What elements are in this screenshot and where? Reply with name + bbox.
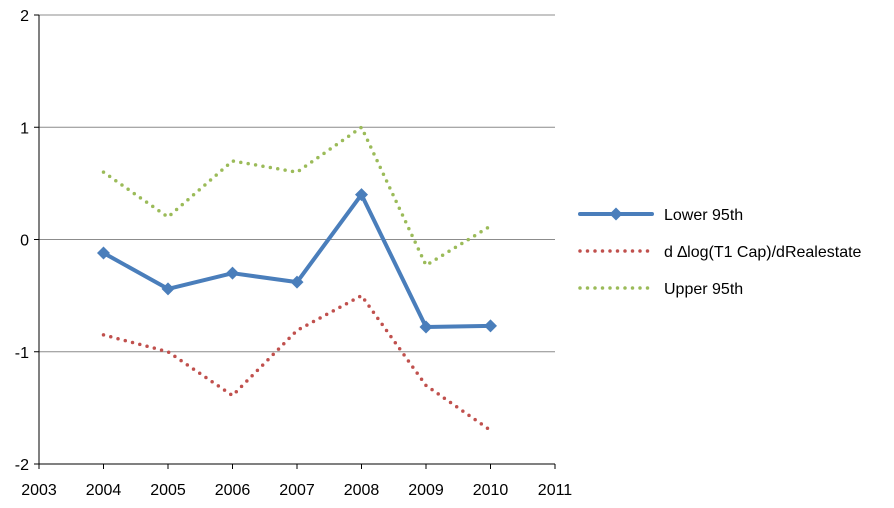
series-line-0 bbox=[101, 192, 493, 330]
x-tick-label-8: 2011 bbox=[538, 482, 573, 499]
y-tick-label-2: 0 bbox=[20, 233, 29, 250]
legend-marker-0 bbox=[609, 207, 623, 221]
x-tick-label-6: 2009 bbox=[408, 482, 444, 499]
series-line-2 bbox=[101, 125, 493, 268]
series-0-point-4 bbox=[355, 188, 368, 202]
x-tick-label-2: 2005 bbox=[150, 482, 186, 499]
series-0-point-0 bbox=[97, 246, 110, 260]
x-tick-label-1: 2004 bbox=[86, 482, 122, 499]
series-0-point-6 bbox=[484, 319, 497, 333]
series-line-1 bbox=[101, 293, 493, 433]
legend-label-1: d ∆log(T1 Cap)/dRealestate bbox=[664, 244, 862, 261]
x-tick-label-0: 2003 bbox=[21, 482, 57, 499]
series-0-point-3 bbox=[290, 275, 304, 289]
y-tick-label-3: 1 bbox=[20, 120, 29, 137]
series-0-point-5 bbox=[419, 320, 433, 334]
y-tick-label-1: -1 bbox=[15, 345, 29, 362]
series-0-point-1 bbox=[161, 282, 175, 296]
series-layer bbox=[97, 125, 497, 433]
legend: Lower 95th d ∆log(T1 Cap)/dRealestate Uppe… bbox=[578, 207, 862, 298]
x-tick-label-7: 2010 bbox=[473, 482, 509, 499]
legend-label-2: Upper 95th bbox=[664, 281, 743, 298]
legend-label-0: Lower 95th bbox=[664, 207, 743, 224]
y-tick-label-4: 2 bbox=[20, 8, 29, 25]
x-tick-label-3: 2006 bbox=[215, 482, 251, 499]
y-tick-label-0: -2 bbox=[15, 457, 29, 474]
x-tick-label-4: 2007 bbox=[279, 482, 315, 499]
series-0-point-2 bbox=[226, 266, 239, 280]
x-tick-label-5: 2008 bbox=[344, 482, 380, 499]
axes-layer: -2 -1 0 1 2 2003 2004 2005 2006 2007 2008 2009 2010 2… bbox=[15, 8, 573, 499]
grid-layer bbox=[39, 14, 555, 353]
